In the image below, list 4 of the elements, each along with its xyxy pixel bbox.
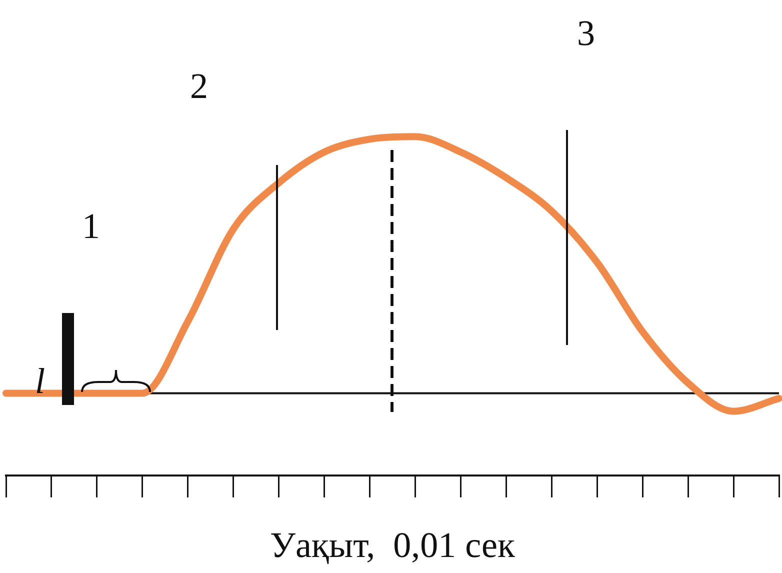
annotation: 1 xyxy=(82,205,100,247)
x-axis-title: Уақыт, 0,01 сек xyxy=(270,524,516,565)
text: 3 xyxy=(577,12,595,54)
text: 2 xyxy=(190,65,208,107)
